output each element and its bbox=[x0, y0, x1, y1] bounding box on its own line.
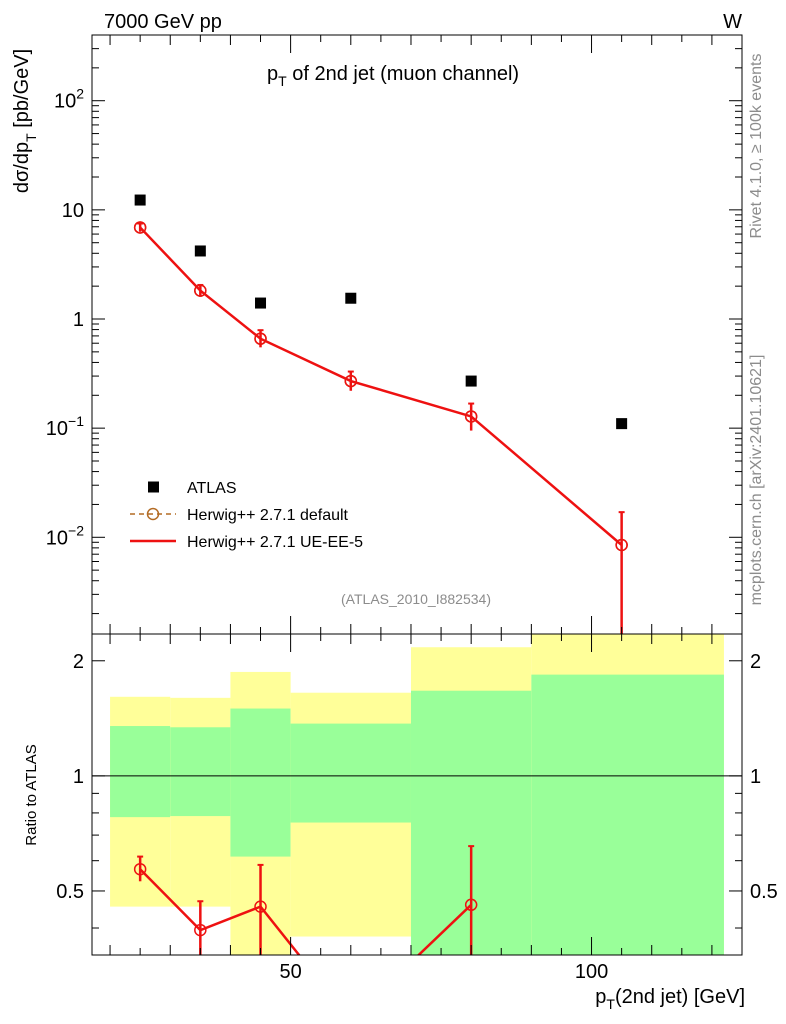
ratio-y-tick-label-right: 0.5 bbox=[750, 881, 778, 903]
ratio-point bbox=[254, 900, 267, 913]
ratio-series-group bbox=[133, 845, 478, 1024]
main-plot: 10−2 10−1 1 10 102 bbox=[46, 34, 743, 635]
atlas-data-point bbox=[345, 292, 357, 304]
process-label: W bbox=[723, 11, 742, 33]
y-tick-label: 10−1 bbox=[46, 413, 84, 440]
y-tick-label: 1 bbox=[73, 309, 84, 331]
herwig-ue-point bbox=[133, 221, 147, 234]
ratio-point bbox=[133, 862, 147, 876]
legend: ATLAS Herwig++ 2.7.1 default Herwig++ 2.7.… bbox=[130, 480, 363, 551]
ratio-green-band bbox=[531, 674, 724, 955]
herwig-ue-point bbox=[194, 284, 207, 297]
ratio-y-tick-label-right: 1 bbox=[750, 766, 761, 788]
herwig-ue-point bbox=[344, 374, 358, 388]
main-plot-title: pT of 2nd jet (muon channel) bbox=[267, 63, 519, 89]
ratio-y-tick-label: 0.5 bbox=[56, 881, 84, 903]
ratio-plot: 50 100 0.5 0.5 1 1 2 2 bbox=[56, 633, 778, 1024]
x-tick-label: 50 bbox=[279, 961, 301, 983]
main-y-axis-label: dσ/dpT [pb/GeV] bbox=[11, 49, 39, 193]
rivet-version-label: Rivet 4.1.0, ≥ 100k events bbox=[748, 54, 765, 239]
herwig-ue-line bbox=[139, 226, 623, 546]
atlas-data-point bbox=[616, 418, 628, 430]
ratio-y-tick-label-right: 2 bbox=[750, 651, 761, 673]
legend-atlas-marker bbox=[148, 481, 159, 493]
analysis-id-label: (ATLAS_2010_I882534) bbox=[341, 591, 491, 607]
legend-default-marker bbox=[146, 507, 160, 521]
ratio-green-band bbox=[170, 727, 231, 817]
atlas-data-point bbox=[194, 245, 206, 257]
mcplots-label: mcplots.cern.ch [arXiv:2401.10621] bbox=[748, 355, 765, 606]
ratio-green-band bbox=[230, 708, 291, 857]
y-tick-label: 10−2 bbox=[46, 522, 84, 549]
herwig-ue-point bbox=[254, 332, 267, 345]
legend-entry-label: Herwig++ 2.7.1 UE-EE-5 bbox=[187, 534, 363, 551]
ratio-y-tick-label: 2 bbox=[73, 651, 84, 673]
main-series-group bbox=[133, 194, 628, 634]
ratio-point bbox=[194, 923, 207, 937]
y-tick-label: 102 bbox=[54, 86, 84, 113]
ratio-y-axis-label: Ratio to ATLAS bbox=[23, 744, 40, 845]
herwig-ue-point bbox=[615, 538, 628, 552]
x-axis-label: pT(2nd jet) [GeV] bbox=[595, 986, 745, 1012]
ratio-y-tick-label: 1 bbox=[73, 766, 84, 788]
herwig-ue-point bbox=[464, 410, 478, 423]
legend-entry-label: Herwig++ 2.7.1 default bbox=[187, 507, 349, 524]
herwig-default-line bbox=[139, 226, 623, 546]
atlas-data-point bbox=[134, 194, 146, 206]
y-tick-label: 10 bbox=[62, 200, 84, 222]
x-tick-label: 100 bbox=[575, 961, 608, 983]
ratio-plot-frame bbox=[91, 633, 743, 956]
ratio-green-band bbox=[110, 726, 171, 818]
atlas-data-point bbox=[465, 375, 477, 387]
beam-label: 7000 GeV pp bbox=[104, 11, 222, 33]
atlas-data-point bbox=[255, 297, 267, 309]
ratio-point bbox=[345, 1014, 356, 1024]
ratio-point bbox=[464, 898, 478, 912]
ratio-green-band bbox=[290, 723, 411, 823]
legend-entry-label: ATLAS bbox=[187, 480, 237, 497]
